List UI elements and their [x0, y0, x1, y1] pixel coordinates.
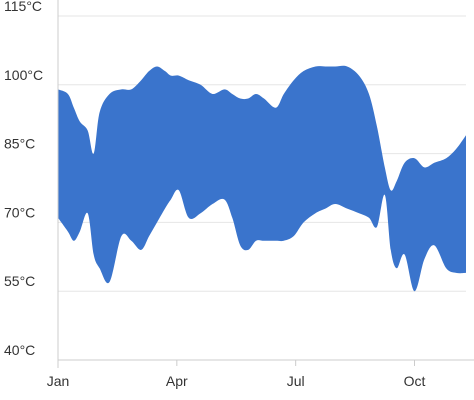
x-tick-label: Apr — [166, 373, 188, 389]
x-tick-label: Jul — [287, 373, 305, 389]
y-axis-tick-labels: 40°C 55°C 70°C 85°C 100°C 115°C — [4, 0, 43, 358]
x-tick-label: Jan — [47, 373, 70, 389]
y-tick-label: 115°C — [4, 0, 42, 14]
range-area-series — [58, 65, 466, 292]
plot-area — [58, 65, 466, 292]
axes — [57, 0, 474, 368]
y-tick-label: 100°C — [4, 67, 43, 83]
y-tick-label: 40°C — [4, 342, 35, 358]
x-axis-tick-labels: Jan Apr Jul Oct — [47, 373, 426, 389]
y-tick-label: 55°C — [4, 273, 35, 289]
y-tick-label: 85°C — [4, 136, 35, 152]
x-tick-label: Oct — [404, 373, 426, 389]
y-tick-label: 70°C — [4, 204, 35, 220]
